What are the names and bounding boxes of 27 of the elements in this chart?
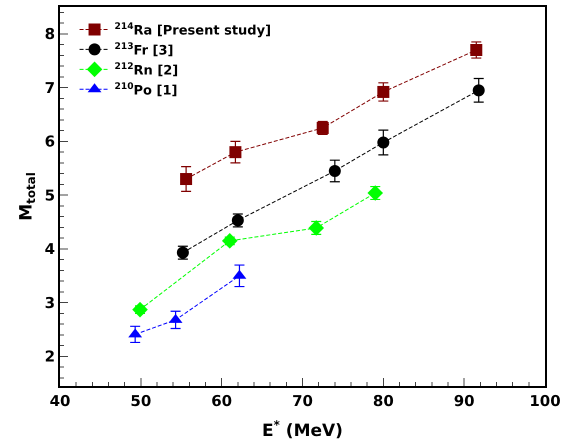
point [328, 164, 341, 177]
x-axis-title: E$^{*}$ (MeV) [262, 418, 343, 441]
x-tick-label: 70 [292, 392, 313, 410]
y-tick-label: 2 [44, 348, 55, 366]
point [472, 84, 485, 96]
x-tick-label: 50 [130, 392, 152, 410]
x-tick-label: 60 [211, 392, 232, 410]
point [229, 146, 242, 158]
y-tick-label: 4 [44, 240, 55, 258]
legend-label: $^{214}$Ra [Present study] [114, 22, 272, 39]
point [222, 233, 238, 249]
x-tick-label: 80 [372, 392, 394, 410]
point [132, 302, 148, 318]
point [377, 136, 390, 148]
legend-label: $^{210}$Po [1] [114, 82, 178, 98]
y-tick-label: 6 [44, 132, 55, 151]
point [180, 173, 192, 186]
x-tick-label: 90 [454, 392, 475, 410]
y-tick-label: 5 [44, 186, 55, 204]
point [377, 86, 390, 98]
x-tick-label: 100 [529, 392, 561, 410]
y-tick-label: 7 [44, 78, 55, 97]
y-tick-label: 3 [44, 294, 55, 312]
legend-label: $^{213}$Fr [3] [114, 42, 174, 58]
legend-label: $^{212}$Rn [2] [114, 62, 178, 78]
y-tick-label: 8 [44, 25, 55, 44]
x-tick-label: 40 [50, 392, 70, 410]
